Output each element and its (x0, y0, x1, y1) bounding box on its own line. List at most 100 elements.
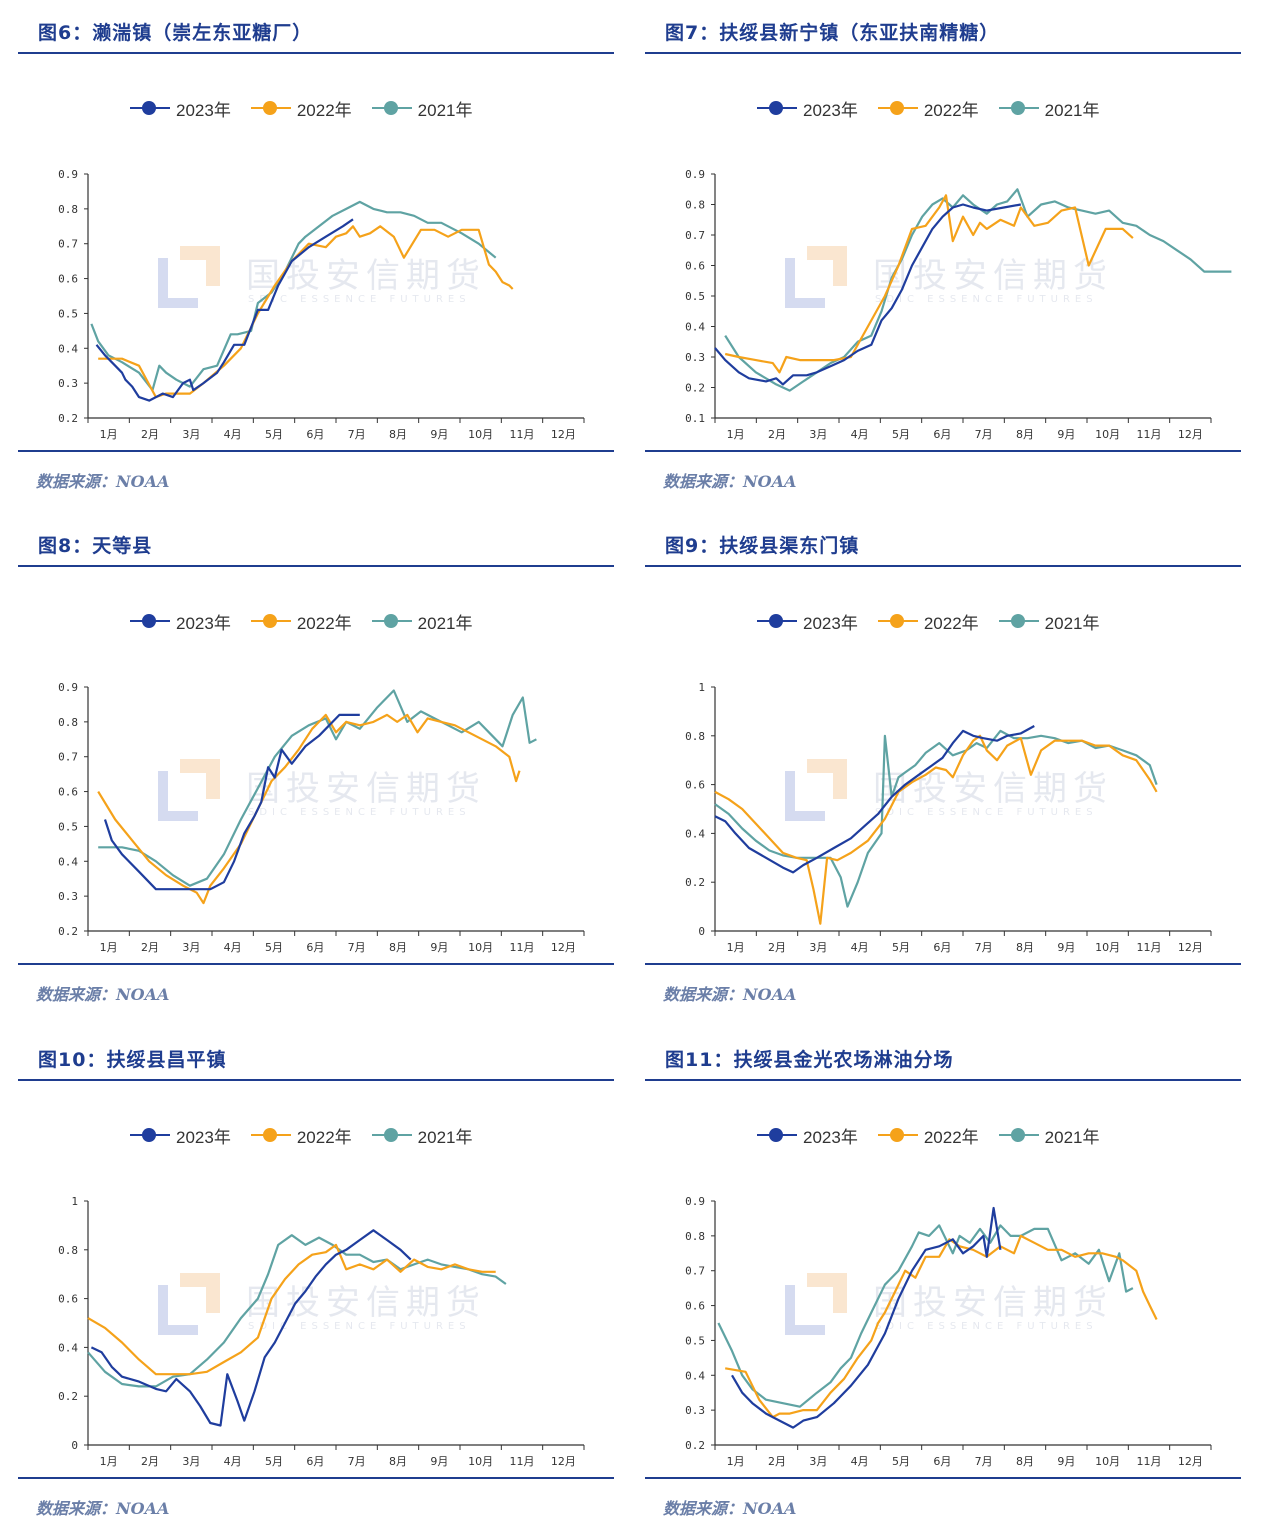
legend-label: 2023年 (803, 100, 858, 120)
bottom-divider (645, 450, 1241, 452)
watermark-text: 国投安信期货 (873, 769, 1113, 809)
x-tick-label: 3月 (182, 428, 200, 441)
y-tick-label: 0.6 (58, 786, 78, 799)
y-tick-label: 0.5 (685, 290, 705, 303)
x-tick-label: 1月 (727, 428, 745, 441)
chart-legend: 2023年 2022年 2021年 (130, 609, 492, 633)
data-source: 数据来源：NOAA (663, 985, 797, 1004)
x-tick-label: 11月 (510, 428, 535, 441)
watermark: 国投安信期货 SDIC ESSENCE FUTURES (785, 759, 1115, 839)
watermark: 国投安信期货 SDIC ESSENCE FUTURES (158, 1273, 488, 1353)
series-line-2022年 (725, 1234, 1158, 1419)
bottom-divider (18, 963, 614, 965)
legend-marker-icon (998, 1128, 1039, 1142)
watermark: 国投安信期货 SDIC ESSENCE FUTURES (785, 1273, 1115, 1353)
x-tick-label: 7月 (348, 941, 366, 954)
y-tick-label: 0.9 (58, 681, 78, 694)
legend-label: 2022年 (296, 100, 352, 120)
y-tick-label: 0.8 (685, 1230, 705, 1243)
figure-title: 图11：扶绥县金光农场淋油分场 (665, 1049, 954, 1071)
y-tick-label: 0.4 (685, 1369, 705, 1382)
x-tick-label: 6月 (933, 1455, 951, 1468)
x-tick-label: 8月 (389, 428, 407, 441)
y-tick-label: 0.5 (685, 1334, 705, 1347)
x-tick-label: 12月 (551, 1455, 576, 1468)
y-tick-label: 0.4 (685, 321, 705, 334)
x-tick-label: 3月 (809, 428, 827, 441)
x-tick-label: 1月 (100, 428, 118, 441)
chart-legend: 2023年 2022年 2021年 (757, 1123, 1119, 1147)
x-tick-label: 12月 (1178, 428, 1203, 441)
x-tick-label: 6月 (306, 428, 324, 441)
legend-marker-icon (250, 614, 291, 628)
x-tick-label: 7月 (975, 428, 993, 441)
series-line-2023年 (103, 713, 360, 891)
y-tick-label: 0.7 (58, 238, 78, 251)
x-tick-label: 9月 (430, 1455, 448, 1468)
title-divider (645, 1079, 1241, 1081)
figure-title: 图10：扶绥县昌平镇 (38, 1049, 227, 1071)
x-tick-label: 8月 (389, 1455, 407, 1468)
legend-label: 2021年 (1044, 613, 1100, 633)
legend-item: 2023年 (757, 609, 858, 634)
x-tick-label: 8月 (1016, 428, 1034, 441)
x-tick-label: 11月 (510, 1455, 535, 1468)
legend-item: 2021年 (998, 1123, 1099, 1148)
watermark-text: 国投安信期货 (873, 256, 1113, 296)
y-tick-label: 0 (698, 925, 705, 938)
x-tick-label: 10月 (468, 1455, 493, 1468)
y-tick-label: 1 (71, 1195, 78, 1208)
x-tick-label: 3月 (809, 1455, 827, 1468)
legend-label: 2021年 (417, 613, 473, 633)
series-line-2021年 (714, 729, 1158, 908)
legend-marker-icon (250, 1128, 291, 1142)
legend-marker-icon (757, 614, 797, 628)
series-line-2021年 (98, 689, 537, 887)
legend-item: 2022年 (877, 609, 979, 634)
x-tick-label: 11月 (1137, 1455, 1162, 1468)
data-source: 数据来源：NOAA (663, 1499, 797, 1518)
y-tick-label: 0.4 (58, 1341, 78, 1354)
legend-item: 2021年 (998, 96, 1099, 121)
legend-label: 2023年 (176, 1127, 231, 1147)
title-divider (18, 565, 614, 567)
chart-legend: 2023年 2022年 2021年 (757, 609, 1119, 633)
y-tick-label: 0.9 (685, 168, 705, 181)
x-tick-label: 9月 (1057, 941, 1075, 954)
legend-label: 2021年 (417, 100, 473, 120)
x-tick-label: 3月 (182, 1455, 200, 1468)
legend-label: 2021年 (417, 1127, 473, 1147)
x-tick-label: 8月 (1016, 1455, 1034, 1468)
legend-item: 2022年 (250, 609, 352, 634)
x-tick-label: 12月 (551, 941, 576, 954)
chart-panel: 图11：扶绥县金光农场淋油分场 2023年 2022年 2021年国投安信期货 SDIC… (645, 1027, 1241, 1537)
series-line-2023年 (90, 1229, 412, 1427)
x-tick-label: 8月 (1016, 941, 1034, 954)
watermark-logo-icon (158, 1273, 220, 1335)
series-line-2022年 (98, 225, 514, 399)
title-divider (645, 565, 1241, 567)
x-tick-label: 2月 (141, 941, 159, 954)
chart-panel: 图8：天等县 2023年 2022年 2021年 国投安信期货 SDIC ESSENCE … (18, 513, 614, 1023)
watermark-subtext: SDIC ESSENCE FUTURES (248, 807, 471, 818)
legend-item: 2021年 (371, 609, 473, 634)
x-tick-label: 6月 (933, 428, 951, 441)
x-tick-label: 11月 (1137, 428, 1162, 441)
y-tick-label: 0.2 (58, 1390, 78, 1403)
bottom-divider (18, 450, 614, 452)
watermark: 国投安信期货 SDIC ESSENCE FUTURES (785, 246, 1115, 326)
watermark-logo-icon (158, 246, 220, 308)
x-tick-label: 4月 (224, 428, 242, 441)
legend-label: 2023年 (176, 100, 231, 120)
watermark-subtext: SDIC ESSENCE FUTURES (248, 294, 471, 305)
legend-marker-icon (757, 101, 797, 115)
legend-item: 2023年 (130, 96, 231, 121)
x-tick-label: 12月 (551, 428, 576, 441)
x-tick-label: 2月 (768, 1455, 786, 1468)
y-tick-label: 0.9 (685, 1195, 705, 1208)
chart-legend: 2023年 2022年 2021年 (130, 96, 492, 120)
data-source: 数据来源：NOAA (36, 1499, 170, 1518)
legend-item: 2021年 (998, 609, 1100, 634)
y-tick-label: 0.2 (685, 1439, 705, 1452)
series-line-2023年 (95, 218, 354, 402)
